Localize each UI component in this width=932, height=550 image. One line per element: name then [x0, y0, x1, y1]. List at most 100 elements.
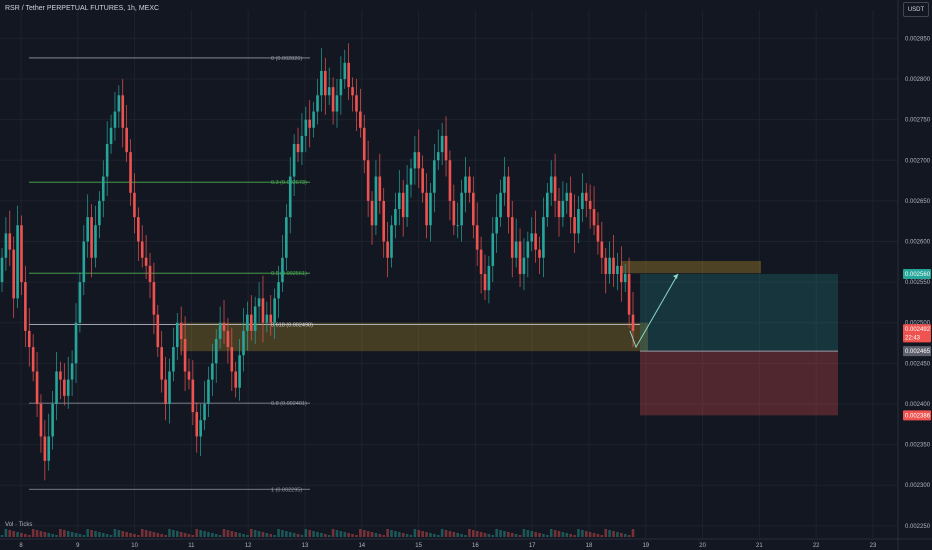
volume-bar — [339, 531, 343, 537]
volume-bar — [175, 531, 179, 537]
volume-bar — [94, 531, 97, 537]
price-tick-label: 0.002250 — [905, 524, 931, 530]
symbol-title[interactable]: RSR / Tether PERPETUAL FUTURES, 1h, MEXC — [5, 5, 160, 12]
candle-body — [495, 217, 498, 234]
price-label-text: 0.002560 — [905, 272, 931, 278]
candle-body — [230, 347, 234, 372]
loss-area[interactable] — [640, 351, 838, 416]
volume-bar — [39, 531, 43, 537]
candle-body — [530, 233, 534, 242]
volume-bar — [105, 534, 109, 537]
volume-bar — [522, 529, 526, 537]
time-tick-label: 20 — [699, 543, 706, 549]
volume-bar — [538, 533, 541, 537]
candle-body — [74, 322, 78, 364]
candle-body — [452, 200, 456, 226]
volume-bar — [43, 532, 47, 537]
volume-indicator-label[interactable]: Vol · Ticks — [5, 522, 33, 528]
volume-bar — [160, 534, 163, 537]
candle-body — [316, 95, 319, 112]
candle-body — [592, 209, 596, 226]
candle-body — [343, 62, 347, 80]
time-axis[interactable]: 8 9 10 11 12 13 14 15 16 17 18 19 20 21 22 23 — [19, 543, 877, 549]
candle-body — [261, 298, 265, 323]
candle-body — [577, 209, 580, 234]
volume-bar — [491, 535, 495, 537]
candle-body — [483, 274, 487, 291]
volume-bar — [74, 533, 78, 537]
candle-body — [160, 347, 163, 380]
demand-zone[interactable] — [180, 322, 648, 352]
candle-body — [436, 152, 440, 161]
volume-bar — [4, 529, 8, 537]
volume-bar — [616, 532, 619, 537]
volume-bar — [70, 532, 74, 537]
long-position-tool[interactable] — [640, 274, 838, 416]
candle-body — [565, 192, 569, 201]
candle-body — [211, 363, 214, 380]
volume-bar — [472, 530, 475, 537]
candle-body — [569, 192, 572, 218]
price-label-text: 0.002386 — [905, 413, 931, 419]
volume-bar — [378, 534, 382, 537]
candle-body — [588, 200, 592, 210]
volume-bar — [152, 532, 156, 537]
volume-bar — [66, 531, 70, 537]
candle-body — [456, 225, 460, 227]
volume-bar — [526, 530, 530, 537]
volume-bar — [129, 533, 132, 537]
volume-bar — [464, 535, 467, 537]
volume-bar — [468, 529, 471, 537]
candle-body — [355, 95, 358, 112]
price-tick-label: 0.002500 — [905, 321, 931, 327]
volume-bar — [12, 531, 15, 537]
volume-bar — [417, 530, 421, 537]
candle-body — [90, 217, 93, 258]
profit-area[interactable] — [640, 274, 838, 352]
volume-bar — [168, 529, 171, 537]
volume-bar — [436, 535, 440, 537]
volume-bar — [78, 534, 82, 537]
volume-bar — [242, 534, 245, 537]
volume-bar — [207, 532, 210, 537]
candle-body — [631, 314, 635, 331]
candle-body — [600, 241, 604, 258]
supply-zone[interactable] — [621, 261, 761, 274]
candle-body — [366, 160, 370, 201]
candle-body — [226, 330, 230, 348]
candle-body — [347, 62, 350, 88]
candle-body — [327, 87, 331, 96]
candle-body — [472, 192, 475, 226]
volume-bar — [631, 529, 635, 537]
volume-bar — [300, 535, 304, 537]
candle-body — [218, 322, 222, 339]
candle-body — [296, 144, 300, 153]
volume-bar — [479, 532, 483, 537]
candle-body — [249, 314, 253, 331]
candle-body — [514, 241, 518, 258]
volume-bar — [623, 534, 627, 537]
candle-body — [27, 330, 31, 348]
volume-bar — [281, 530, 284, 537]
candle-body — [413, 152, 417, 169]
time-tick-label: 12 — [245, 543, 252, 549]
volume-bar — [156, 533, 160, 537]
price-label-badge — [903, 269, 931, 279]
price-axis[interactable]: 0.002850 0.002800 0.002750 0.002700 0.002650… — [905, 36, 931, 529]
volume-bar — [483, 533, 487, 537]
candle-body — [140, 241, 144, 258]
currency-button[interactable]: USDT — [903, 2, 929, 17]
volume-bar — [246, 535, 249, 537]
candle-body — [12, 249, 15, 299]
volume-bar — [277, 529, 280, 537]
volume-bar — [222, 529, 226, 537]
candle-body — [51, 403, 54, 437]
volume-bar — [530, 531, 534, 537]
candle-body — [417, 152, 421, 169]
volume-bar — [140, 529, 144, 537]
volume-bar — [475, 531, 479, 537]
candle-body — [238, 355, 241, 388]
volume-bar — [117, 530, 121, 537]
volume-bar — [288, 532, 292, 537]
